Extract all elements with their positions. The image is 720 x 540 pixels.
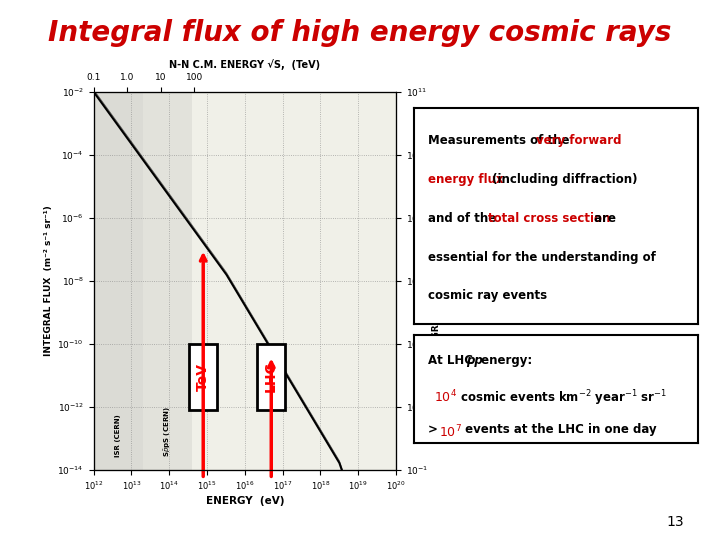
Bar bbox=[94, 92, 143, 470]
Bar bbox=[189, 344, 217, 410]
X-axis label: ENERGY  (eV): ENERGY (eV) bbox=[205, 496, 284, 506]
Text: At LHC: At LHC bbox=[428, 354, 477, 367]
Text: LHC: LHC bbox=[264, 361, 278, 392]
Text: ISR (CERN): ISR (CERN) bbox=[115, 415, 121, 457]
Text: are: are bbox=[590, 212, 616, 225]
Text: events at the LHC in one day: events at the LHC in one day bbox=[461, 423, 656, 436]
Text: TeV: TeV bbox=[196, 363, 210, 391]
Text: $10^4$: $10^4$ bbox=[434, 389, 457, 406]
Text: $10^7$: $10^7$ bbox=[439, 423, 462, 440]
Y-axis label: INTEGRAL FLUX  (km⁻² yr⁻¹ sr⁻¹): INTEGRAL FLUX (km⁻² yr⁻¹ sr⁻¹) bbox=[432, 200, 441, 362]
Text: Measurements of the: Measurements of the bbox=[428, 134, 574, 147]
Text: S$\bar{p}$pS (CERN): S$\bar{p}$pS (CERN) bbox=[162, 407, 173, 457]
Bar bbox=[143, 92, 192, 470]
Bar bbox=[257, 344, 285, 410]
Text: pp: pp bbox=[466, 354, 483, 367]
Text: total cross section: total cross section bbox=[487, 212, 610, 225]
Text: and of the: and of the bbox=[428, 212, 500, 225]
Text: cosmic ray events: cosmic ray events bbox=[428, 289, 547, 302]
Text: 13: 13 bbox=[667, 515, 684, 529]
Text: Integral flux of high energy cosmic rays: Integral flux of high energy cosmic rays bbox=[48, 19, 672, 47]
Text: energy flux: energy flux bbox=[428, 173, 504, 186]
Text: energy:: energy: bbox=[477, 354, 532, 367]
Text: very forward: very forward bbox=[536, 134, 622, 147]
Y-axis label: INTEGRAL FLUX  (m⁻² s⁻¹ sr⁻¹): INTEGRAL FLUX (m⁻² s⁻¹ sr⁻¹) bbox=[44, 205, 53, 356]
X-axis label: N-N C.M. ENERGY √S,  (TeV): N-N C.M. ENERGY √S, (TeV) bbox=[169, 59, 320, 70]
Text: cosmic events km$^{-2}$ year$^{-1}$ sr$^{-1}$: cosmic events km$^{-2}$ year$^{-1}$ sr$^… bbox=[456, 389, 667, 408]
Text: >: > bbox=[428, 423, 442, 436]
Text: (including diffraction): (including diffraction) bbox=[487, 173, 637, 186]
Text: essential for the understanding of: essential for the understanding of bbox=[428, 251, 656, 264]
